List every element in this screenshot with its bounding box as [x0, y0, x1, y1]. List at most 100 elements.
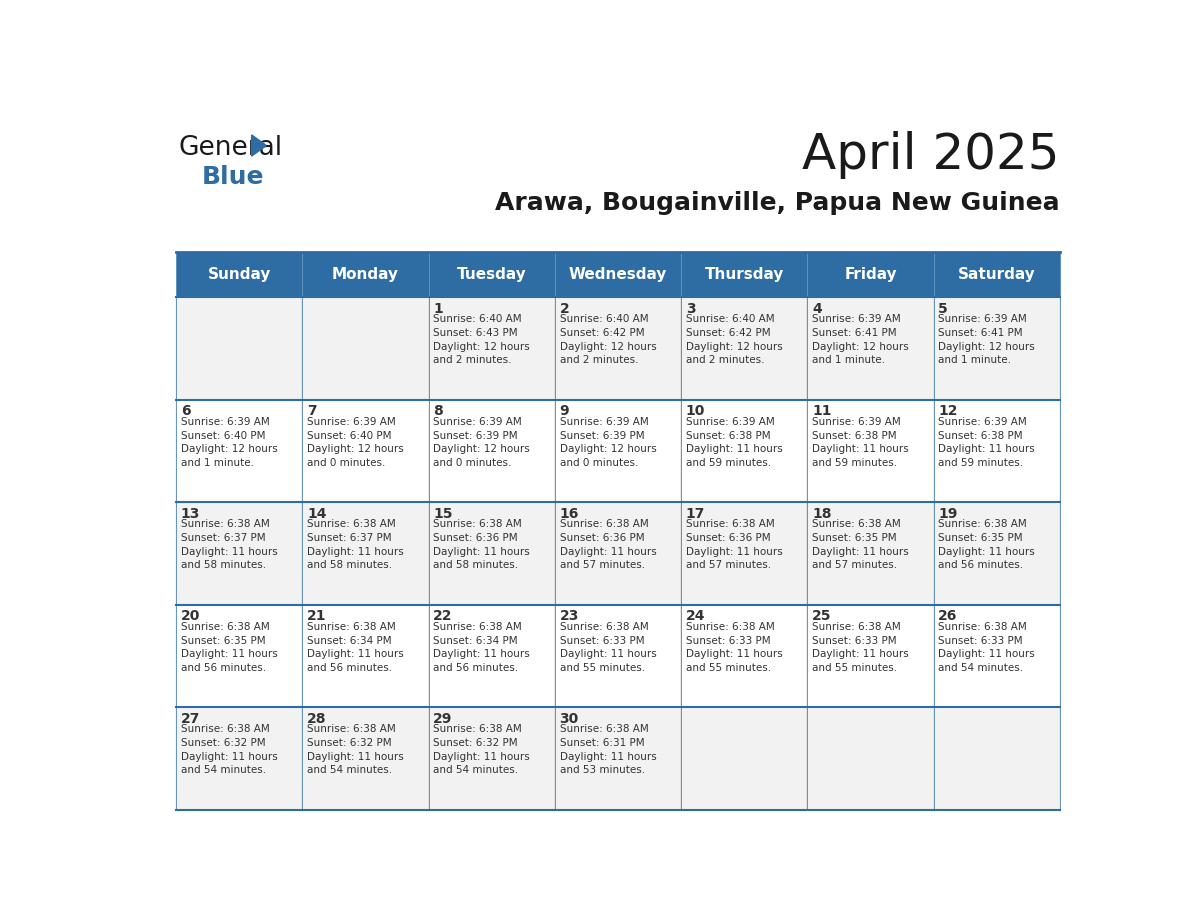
Text: 10: 10 — [685, 404, 706, 419]
Bar — [176, 605, 303, 708]
Text: 26: 26 — [939, 610, 958, 623]
Bar — [176, 252, 303, 297]
Text: Sunrise: 6:40 AM
Sunset: 6:42 PM
Daylight: 12 hours
and 2 minutes.: Sunrise: 6:40 AM Sunset: 6:42 PM Dayligh… — [560, 315, 656, 365]
Text: Sunrise: 6:40 AM
Sunset: 6:43 PM
Daylight: 12 hours
and 2 minutes.: Sunrise: 6:40 AM Sunset: 6:43 PM Dayligh… — [434, 315, 530, 365]
Text: Sunrise: 6:38 AM
Sunset: 6:35 PM
Daylight: 11 hours
and 56 minutes.: Sunrise: 6:38 AM Sunset: 6:35 PM Dayligh… — [181, 621, 278, 673]
Text: 19: 19 — [939, 507, 958, 521]
Text: 25: 25 — [813, 610, 832, 623]
Text: Tuesday: Tuesday — [457, 267, 526, 282]
Bar — [555, 502, 681, 605]
Text: 5: 5 — [939, 302, 948, 316]
Bar — [429, 252, 555, 297]
Bar — [934, 252, 1060, 297]
Text: Blue: Blue — [202, 165, 265, 189]
Text: 30: 30 — [560, 711, 579, 726]
Bar — [808, 708, 934, 810]
Text: Sunrise: 6:38 AM
Sunset: 6:33 PM
Daylight: 11 hours
and 55 minutes.: Sunrise: 6:38 AM Sunset: 6:33 PM Dayligh… — [560, 621, 656, 673]
Bar — [681, 297, 808, 400]
Bar — [555, 605, 681, 708]
Bar — [934, 605, 1060, 708]
Text: Arawa, Bougainville, Papua New Guinea: Arawa, Bougainville, Papua New Guinea — [495, 192, 1060, 216]
Text: 28: 28 — [307, 711, 327, 726]
Bar — [934, 297, 1060, 400]
Text: 7: 7 — [307, 404, 317, 419]
Bar — [808, 502, 934, 605]
Text: 16: 16 — [560, 507, 579, 521]
Bar — [681, 605, 808, 708]
Text: Sunrise: 6:39 AM
Sunset: 6:38 PM
Daylight: 11 hours
and 59 minutes.: Sunrise: 6:39 AM Sunset: 6:38 PM Dayligh… — [685, 417, 783, 468]
Text: 8: 8 — [434, 404, 443, 419]
Text: Sunday: Sunday — [208, 267, 271, 282]
Bar — [429, 605, 555, 708]
Text: 4: 4 — [813, 302, 822, 316]
Bar — [303, 708, 429, 810]
Text: 20: 20 — [181, 610, 200, 623]
Text: Sunrise: 6:39 AM
Sunset: 6:38 PM
Daylight: 11 hours
and 59 minutes.: Sunrise: 6:39 AM Sunset: 6:38 PM Dayligh… — [813, 417, 909, 468]
Text: Sunrise: 6:38 AM
Sunset: 6:37 PM
Daylight: 11 hours
and 58 minutes.: Sunrise: 6:38 AM Sunset: 6:37 PM Dayligh… — [181, 520, 278, 570]
Bar — [176, 708, 303, 810]
Bar — [429, 708, 555, 810]
Bar — [303, 605, 429, 708]
Text: Sunrise: 6:38 AM
Sunset: 6:36 PM
Daylight: 11 hours
and 58 minutes.: Sunrise: 6:38 AM Sunset: 6:36 PM Dayligh… — [434, 520, 530, 570]
Bar — [808, 400, 934, 502]
Text: Sunrise: 6:39 AM
Sunset: 6:41 PM
Daylight: 12 hours
and 1 minute.: Sunrise: 6:39 AM Sunset: 6:41 PM Dayligh… — [939, 315, 1035, 365]
Text: Saturday: Saturday — [958, 267, 1036, 282]
Text: Sunrise: 6:38 AM
Sunset: 6:37 PM
Daylight: 11 hours
and 58 minutes.: Sunrise: 6:38 AM Sunset: 6:37 PM Dayligh… — [307, 520, 404, 570]
Text: 18: 18 — [813, 507, 832, 521]
Text: April 2025: April 2025 — [802, 131, 1060, 179]
Bar — [429, 400, 555, 502]
Bar — [303, 252, 429, 297]
Text: 6: 6 — [181, 404, 190, 419]
Bar — [303, 502, 429, 605]
Bar — [176, 400, 303, 502]
Text: Sunrise: 6:38 AM
Sunset: 6:32 PM
Daylight: 11 hours
and 54 minutes.: Sunrise: 6:38 AM Sunset: 6:32 PM Dayligh… — [181, 724, 278, 775]
Text: Sunrise: 6:38 AM
Sunset: 6:36 PM
Daylight: 11 hours
and 57 minutes.: Sunrise: 6:38 AM Sunset: 6:36 PM Dayligh… — [560, 520, 656, 570]
Text: 21: 21 — [307, 610, 327, 623]
Text: 3: 3 — [685, 302, 695, 316]
Text: Sunrise: 6:38 AM
Sunset: 6:33 PM
Daylight: 11 hours
and 54 minutes.: Sunrise: 6:38 AM Sunset: 6:33 PM Dayligh… — [939, 621, 1035, 673]
Bar — [934, 708, 1060, 810]
Text: Sunrise: 6:38 AM
Sunset: 6:36 PM
Daylight: 11 hours
and 57 minutes.: Sunrise: 6:38 AM Sunset: 6:36 PM Dayligh… — [685, 520, 783, 570]
Text: 17: 17 — [685, 507, 706, 521]
Text: 14: 14 — [307, 507, 327, 521]
Text: 2: 2 — [560, 302, 569, 316]
Text: Sunrise: 6:39 AM
Sunset: 6:39 PM
Daylight: 12 hours
and 0 minutes.: Sunrise: 6:39 AM Sunset: 6:39 PM Dayligh… — [560, 417, 656, 468]
Text: Wednesday: Wednesday — [569, 267, 668, 282]
Bar — [303, 400, 429, 502]
Bar — [555, 400, 681, 502]
Text: 22: 22 — [434, 610, 453, 623]
Text: Sunrise: 6:39 AM
Sunset: 6:39 PM
Daylight: 12 hours
and 0 minutes.: Sunrise: 6:39 AM Sunset: 6:39 PM Dayligh… — [434, 417, 530, 468]
Text: Monday: Monday — [331, 267, 399, 282]
Text: Sunrise: 6:38 AM
Sunset: 6:33 PM
Daylight: 11 hours
and 55 minutes.: Sunrise: 6:38 AM Sunset: 6:33 PM Dayligh… — [813, 621, 909, 673]
Text: Sunrise: 6:39 AM
Sunset: 6:40 PM
Daylight: 12 hours
and 1 minute.: Sunrise: 6:39 AM Sunset: 6:40 PM Dayligh… — [181, 417, 278, 468]
Bar — [681, 400, 808, 502]
Bar — [681, 502, 808, 605]
Text: Thursday: Thursday — [704, 267, 784, 282]
Text: Sunrise: 6:39 AM
Sunset: 6:41 PM
Daylight: 12 hours
and 1 minute.: Sunrise: 6:39 AM Sunset: 6:41 PM Dayligh… — [813, 315, 909, 365]
Text: Sunrise: 6:38 AM
Sunset: 6:32 PM
Daylight: 11 hours
and 54 minutes.: Sunrise: 6:38 AM Sunset: 6:32 PM Dayligh… — [307, 724, 404, 775]
Bar — [808, 605, 934, 708]
Text: Sunrise: 6:38 AM
Sunset: 6:34 PM
Daylight: 11 hours
and 56 minutes.: Sunrise: 6:38 AM Sunset: 6:34 PM Dayligh… — [434, 621, 530, 673]
Bar — [176, 502, 303, 605]
Bar — [555, 708, 681, 810]
Bar — [429, 502, 555, 605]
Text: General: General — [179, 135, 283, 161]
Text: 27: 27 — [181, 711, 200, 726]
Bar — [808, 252, 934, 297]
Text: 11: 11 — [813, 404, 832, 419]
Text: 13: 13 — [181, 507, 200, 521]
Bar — [681, 252, 808, 297]
Text: 1: 1 — [434, 302, 443, 316]
Text: Sunrise: 6:38 AM
Sunset: 6:35 PM
Daylight: 11 hours
and 57 minutes.: Sunrise: 6:38 AM Sunset: 6:35 PM Dayligh… — [813, 520, 909, 570]
Bar — [555, 252, 681, 297]
Text: 29: 29 — [434, 711, 453, 726]
Bar — [934, 502, 1060, 605]
Bar — [303, 297, 429, 400]
Text: Friday: Friday — [845, 267, 897, 282]
Text: Sunrise: 6:38 AM
Sunset: 6:31 PM
Daylight: 11 hours
and 53 minutes.: Sunrise: 6:38 AM Sunset: 6:31 PM Dayligh… — [560, 724, 656, 775]
Bar — [555, 297, 681, 400]
Text: 12: 12 — [939, 404, 958, 419]
Bar — [176, 297, 303, 400]
Bar — [429, 297, 555, 400]
Text: 23: 23 — [560, 610, 579, 623]
